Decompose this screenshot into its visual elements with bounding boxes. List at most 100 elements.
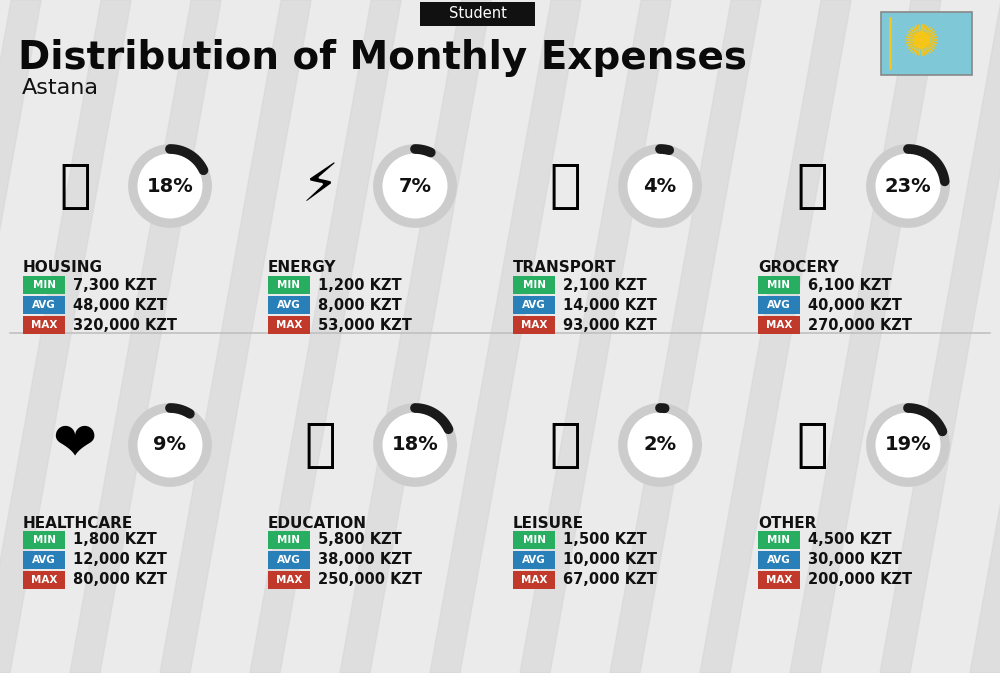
Text: 🚌: 🚌	[549, 160, 581, 212]
Circle shape	[628, 413, 692, 478]
Circle shape	[382, 413, 448, 478]
FancyBboxPatch shape	[268, 276, 310, 294]
Text: 14,000 KZT: 14,000 KZT	[563, 297, 657, 312]
Text: MAX: MAX	[276, 575, 302, 585]
Text: 1,200 KZT: 1,200 KZT	[318, 277, 402, 293]
FancyBboxPatch shape	[268, 316, 310, 334]
Text: MIN: MIN	[278, 535, 300, 545]
Circle shape	[382, 153, 448, 219]
Text: ENERGY: ENERGY	[268, 260, 336, 275]
Text: MIN: MIN	[768, 280, 790, 290]
Text: AVG: AVG	[32, 555, 56, 565]
Text: 19%: 19%	[885, 435, 931, 454]
Text: AVG: AVG	[522, 300, 546, 310]
FancyBboxPatch shape	[268, 531, 310, 549]
Circle shape	[138, 413, 202, 478]
Text: 18%: 18%	[147, 176, 193, 195]
Text: 2%: 2%	[643, 435, 677, 454]
Text: MAX: MAX	[766, 575, 792, 585]
FancyBboxPatch shape	[513, 316, 555, 334]
Text: Astana: Astana	[22, 78, 99, 98]
Text: MAX: MAX	[521, 320, 547, 330]
Text: GROCERY: GROCERY	[758, 260, 839, 275]
Text: 93,000 KZT: 93,000 KZT	[563, 318, 657, 332]
Text: MIN: MIN	[522, 280, 546, 290]
Text: HEALTHCARE: HEALTHCARE	[23, 516, 133, 530]
Text: 1,500 KZT: 1,500 KZT	[563, 532, 647, 548]
Text: 6,100 KZT: 6,100 KZT	[808, 277, 892, 293]
Text: 320,000 KZT: 320,000 KZT	[73, 318, 177, 332]
Text: Student: Student	[449, 7, 506, 22]
FancyBboxPatch shape	[758, 316, 800, 334]
Text: 4,500 KZT: 4,500 KZT	[808, 532, 892, 548]
Text: EDUCATION: EDUCATION	[268, 516, 367, 530]
Text: HOUSING: HOUSING	[23, 260, 103, 275]
FancyBboxPatch shape	[23, 316, 65, 334]
Text: MAX: MAX	[31, 575, 57, 585]
Text: AVG: AVG	[32, 300, 56, 310]
Text: AVG: AVG	[277, 555, 301, 565]
Text: 🏙: 🏙	[59, 160, 91, 212]
Circle shape	[628, 153, 692, 219]
FancyBboxPatch shape	[513, 276, 555, 294]
FancyBboxPatch shape	[758, 276, 800, 294]
Text: 10,000 KZT: 10,000 KZT	[563, 553, 657, 567]
Text: 4%: 4%	[643, 176, 677, 195]
FancyBboxPatch shape	[513, 551, 555, 569]
FancyBboxPatch shape	[758, 531, 800, 549]
FancyBboxPatch shape	[268, 296, 310, 314]
FancyBboxPatch shape	[268, 571, 310, 589]
Text: 👛: 👛	[796, 419, 828, 471]
Text: ❤️: ❤️	[53, 419, 97, 471]
FancyBboxPatch shape	[23, 531, 65, 549]
FancyBboxPatch shape	[23, 551, 65, 569]
Text: MIN: MIN	[768, 535, 790, 545]
FancyBboxPatch shape	[513, 571, 555, 589]
FancyBboxPatch shape	[758, 296, 800, 314]
Text: 48,000 KZT: 48,000 KZT	[73, 297, 167, 312]
Text: 8,000 KZT: 8,000 KZT	[318, 297, 402, 312]
Text: 270,000 KZT: 270,000 KZT	[808, 318, 912, 332]
FancyBboxPatch shape	[513, 531, 555, 549]
FancyBboxPatch shape	[268, 551, 310, 569]
Text: MAX: MAX	[31, 320, 57, 330]
Text: 7,300 KZT: 7,300 KZT	[73, 277, 156, 293]
FancyBboxPatch shape	[758, 571, 800, 589]
FancyBboxPatch shape	[881, 11, 972, 75]
Text: 1,800 KZT: 1,800 KZT	[73, 532, 157, 548]
Text: 30,000 KZT: 30,000 KZT	[808, 553, 902, 567]
Circle shape	[138, 153, 202, 219]
Text: TRANSPORT: TRANSPORT	[513, 260, 616, 275]
Text: AVG: AVG	[767, 300, 791, 310]
Text: MAX: MAX	[521, 575, 547, 585]
Text: MAX: MAX	[276, 320, 302, 330]
Text: MIN: MIN	[278, 280, 300, 290]
Text: ⚡: ⚡	[302, 160, 338, 212]
Text: 40,000 KZT: 40,000 KZT	[808, 297, 902, 312]
Text: 23%: 23%	[885, 176, 931, 195]
Text: AVG: AVG	[767, 555, 791, 565]
Circle shape	[876, 413, 940, 478]
Text: AVG: AVG	[277, 300, 301, 310]
FancyBboxPatch shape	[420, 2, 535, 26]
Text: MIN: MIN	[32, 280, 56, 290]
Text: MIN: MIN	[32, 535, 56, 545]
Text: AVG: AVG	[522, 555, 546, 565]
Text: 80,000 KZT: 80,000 KZT	[73, 573, 167, 588]
Text: 200,000 KZT: 200,000 KZT	[808, 573, 912, 588]
FancyBboxPatch shape	[23, 296, 65, 314]
FancyBboxPatch shape	[23, 571, 65, 589]
Text: LEISURE: LEISURE	[513, 516, 584, 530]
Text: 🛍: 🛍	[549, 419, 581, 471]
Text: 9%: 9%	[154, 435, 186, 454]
Text: 🛒: 🛒	[796, 160, 828, 212]
Text: 67,000 KZT: 67,000 KZT	[563, 573, 657, 588]
Text: 7%: 7%	[398, 176, 432, 195]
FancyBboxPatch shape	[758, 551, 800, 569]
Text: 38,000 KZT: 38,000 KZT	[318, 553, 412, 567]
Text: MAX: MAX	[766, 320, 792, 330]
Text: Distribution of Monthly Expenses: Distribution of Monthly Expenses	[18, 39, 747, 77]
FancyBboxPatch shape	[513, 296, 555, 314]
Text: OTHER: OTHER	[758, 516, 816, 530]
Text: 18%: 18%	[392, 435, 438, 454]
